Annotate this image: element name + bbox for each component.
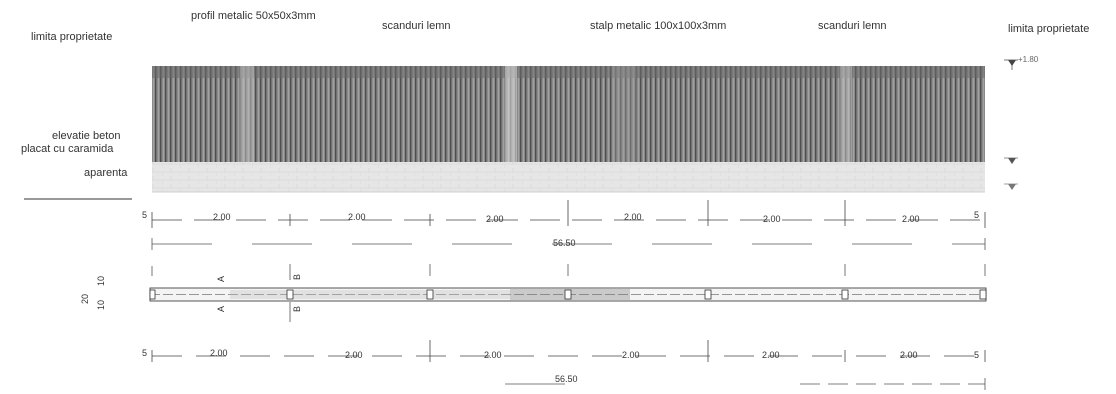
metal-post-strip-1 xyxy=(505,66,517,162)
metal-profile-strip xyxy=(240,66,254,162)
dim-bottom-total: 56.50 xyxy=(555,374,578,384)
level-marker-top xyxy=(1004,59,1018,70)
fence-wood-panel xyxy=(152,66,985,162)
level-marker-mid xyxy=(1004,157,1018,164)
dim-bottom-seg-6: 2.00 xyxy=(900,350,918,360)
fence-top-rail xyxy=(152,66,985,78)
concrete-base-label-line2: placat cu caramida xyxy=(21,143,114,155)
dim-bottom-seg-4: 2.00 xyxy=(622,350,640,360)
dim-bottom-end: 5 xyxy=(974,350,980,360)
level-top-value: +1.80 xyxy=(1018,55,1039,64)
dim-bottom-seg-2: 2.00 xyxy=(345,350,363,360)
property-limit-left-label: limita proprietate xyxy=(31,31,113,43)
dim-bottom-seg-5: 2.00 xyxy=(762,350,780,360)
section-marker-b-top: B xyxy=(292,273,303,281)
side-dim-total: 20 xyxy=(80,293,91,305)
dim-top-end: 5 xyxy=(974,210,980,220)
wood-planks-label-1: scanduri lemn xyxy=(382,20,451,32)
dim-top-seg-2: 2.00 xyxy=(348,212,366,222)
wood-planks-label-2: scanduri lemn xyxy=(818,20,887,32)
section-marker-a-top: A xyxy=(216,275,227,283)
metal-post-label: stalp metalic 100x100x3mm xyxy=(590,20,727,32)
dimension-line-top xyxy=(151,200,986,228)
dim-bottom-start: 5 xyxy=(142,348,148,358)
dim-top-seg-6: 2.00 xyxy=(902,214,920,224)
level-marker-low xyxy=(1004,183,1018,190)
fence-plan-view xyxy=(149,264,987,322)
dim-top-seg-3: 2.00 xyxy=(486,214,504,224)
metal-profile-label: profil metalic 50x50x3mm xyxy=(191,10,316,22)
dimension-line-bottom xyxy=(151,340,986,362)
dim-top-total: 56.50 xyxy=(553,238,576,248)
side-dim-upper: 10 xyxy=(96,275,107,287)
concrete-base-label-line3: aparenta xyxy=(84,167,128,179)
concrete-base-label-line1: elevatie beton xyxy=(52,130,121,142)
dim-bottom-seg-3: 2.00 xyxy=(484,350,502,360)
property-limit-right-label: limita proprietate xyxy=(1008,23,1090,35)
total-dimension-top xyxy=(151,238,986,250)
metal-post-strip-3 xyxy=(840,66,852,162)
dim-top-start: 5 xyxy=(142,210,148,220)
metal-post-strip-2 xyxy=(612,66,636,162)
total-dimension-bottom xyxy=(505,378,986,390)
section-marker-b-bottom: B xyxy=(292,305,303,313)
section-marker-a-bottom: A xyxy=(216,305,227,313)
brick-base xyxy=(152,162,985,192)
dim-top-seg-5: 2.00 xyxy=(763,214,781,224)
dim-top-seg-4: 2.00 xyxy=(624,212,642,222)
dim-bottom-seg-1: 2.00 xyxy=(210,348,228,358)
side-dim-lower: 10 xyxy=(96,299,107,311)
dim-top-seg-1: 2.00 xyxy=(213,212,231,222)
